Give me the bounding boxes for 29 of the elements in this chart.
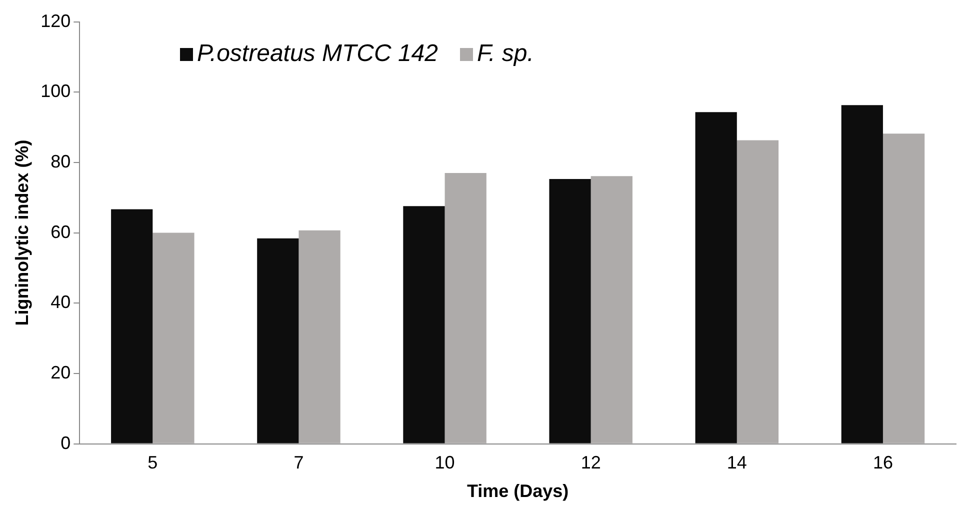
bar [590,176,632,444]
bar [111,209,153,444]
bar [695,112,737,444]
bar [549,178,591,444]
x-tick-label: 16 [872,452,893,473]
bar [257,238,299,444]
bar [444,173,486,444]
x-axis-title: Time (Days) [466,481,569,502]
x-tick-label: 7 [294,452,304,473]
bar [403,206,445,444]
legend-label: P.ostreatus MTCC 142 [197,40,438,68]
bar [882,134,925,444]
y-axis-title: Ligninolytic index (%) [12,140,32,326]
y-tick-label: 100 [40,81,71,102]
bar [298,230,340,444]
bar [841,105,883,444]
x-tick-label: 14 [726,452,747,473]
y-tick-label: 0 [60,432,71,453]
y-tick-label: 40 [50,292,71,312]
x-tick-label: 5 [148,452,158,473]
y-tick-label: 60 [50,222,71,242]
y-tick-label: 20 [50,362,71,382]
x-tick-label: 12 [580,452,601,473]
bar [736,140,779,444]
x-tick-label: 10 [434,452,455,473]
y-tick-label: 80 [50,151,71,172]
legend-label: F. sp. [477,40,534,68]
y-tick-label: 120 [40,10,71,31]
bar [152,232,194,444]
